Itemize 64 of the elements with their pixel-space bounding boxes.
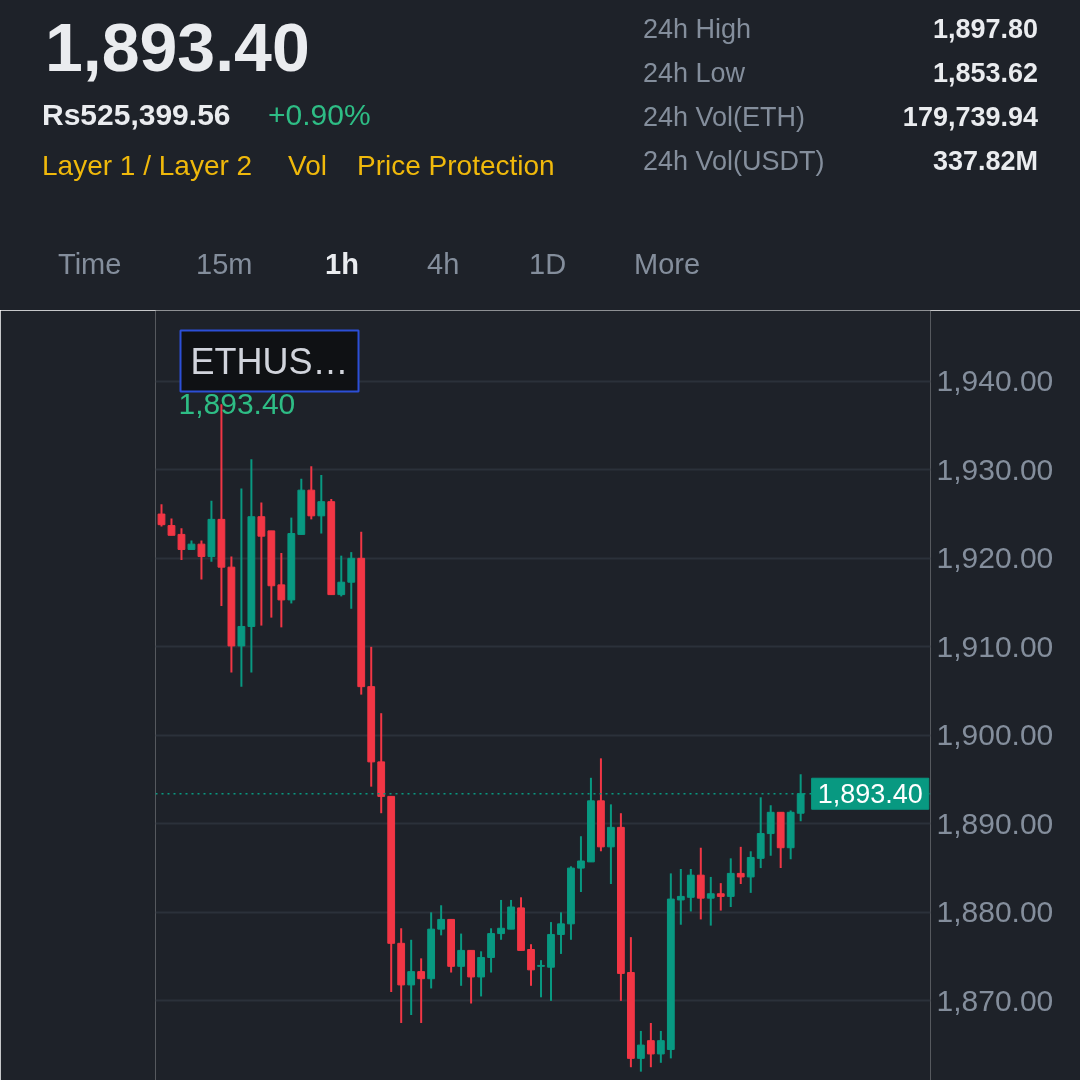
y-tick-label: 1,940.00 (936, 364, 1054, 398)
candlestick (716, 882, 725, 912)
y-tick-label: 1,910.00 (936, 629, 1054, 663)
candlestick (507, 898, 515, 931)
candlestick (766, 804, 775, 857)
text: Layer 1 / Layer 2 (42, 150, 253, 183)
candlestick (317, 474, 326, 535)
text: 1,897.80 (932, 14, 1038, 46)
text: Vol (288, 150, 327, 183)
candlestick (347, 551, 356, 610)
candlestick (557, 911, 565, 955)
text: Price Protection (357, 150, 555, 183)
candlestick (457, 932, 465, 987)
candlestick (477, 950, 485, 998)
text: +0.90% (268, 98, 371, 133)
text: 337.82M (932, 146, 1038, 178)
candlestick (607, 803, 615, 886)
text: 24h Vol(ETH) (643, 102, 806, 134)
chart-subtitle: Rs525,399.56 (42, 98, 231, 133)
text: More (634, 248, 701, 282)
candlestick (537, 959, 545, 999)
text: 24h Vol(USDT) (643, 146, 825, 178)
y-tick-label: 1,880.00 (936, 895, 1054, 929)
candlestick (437, 904, 446, 937)
candlestick (577, 835, 585, 893)
candlestick (497, 898, 505, 941)
candlestick (746, 850, 755, 894)
text: 1,853.62 (932, 58, 1038, 90)
text: 24h Low (643, 58, 746, 90)
candlestick (157, 503, 166, 528)
candlestick (257, 501, 266, 627)
text: Time (58, 248, 122, 282)
candlestick (736, 845, 745, 886)
candlestick (646, 1021, 655, 1069)
candlestick (656, 1029, 665, 1064)
text: 1D (529, 248, 567, 282)
y-tick-label: 1,920.00 (936, 541, 1054, 575)
candlestick (686, 867, 695, 913)
y-tick-label: 1,870.00 (936, 983, 1054, 1017)
candlestick (527, 943, 535, 987)
text: 179,739.94 (902, 102, 1038, 134)
text: 1,893.40 (45, 8, 310, 87)
candlestick (417, 957, 426, 1024)
y-tick-label: 1,900.00 (936, 718, 1054, 752)
candlestick (277, 552, 286, 629)
candlestick (487, 927, 495, 974)
candlestick (636, 1029, 645, 1073)
candlestick (696, 846, 705, 921)
text: 1,893.40 (178, 386, 296, 420)
candlestick (706, 875, 715, 927)
text: 24h High (643, 14, 752, 46)
annotation: ETHUS… (190, 340, 349, 382)
candlestick (237, 487, 246, 688)
candlestick (197, 539, 206, 581)
candlestick (676, 867, 685, 926)
candlestick (337, 554, 346, 598)
text: 1h (325, 248, 359, 282)
ref-line-label: 1,893.40 (817, 779, 923, 810)
y-tick-label: 1,930.00 (936, 452, 1054, 486)
candlestick (407, 938, 416, 1017)
y-tick-label: 1,890.00 (936, 806, 1054, 840)
text: 4h (427, 248, 460, 282)
text: 15m (196, 248, 253, 282)
candlestick (726, 857, 735, 909)
